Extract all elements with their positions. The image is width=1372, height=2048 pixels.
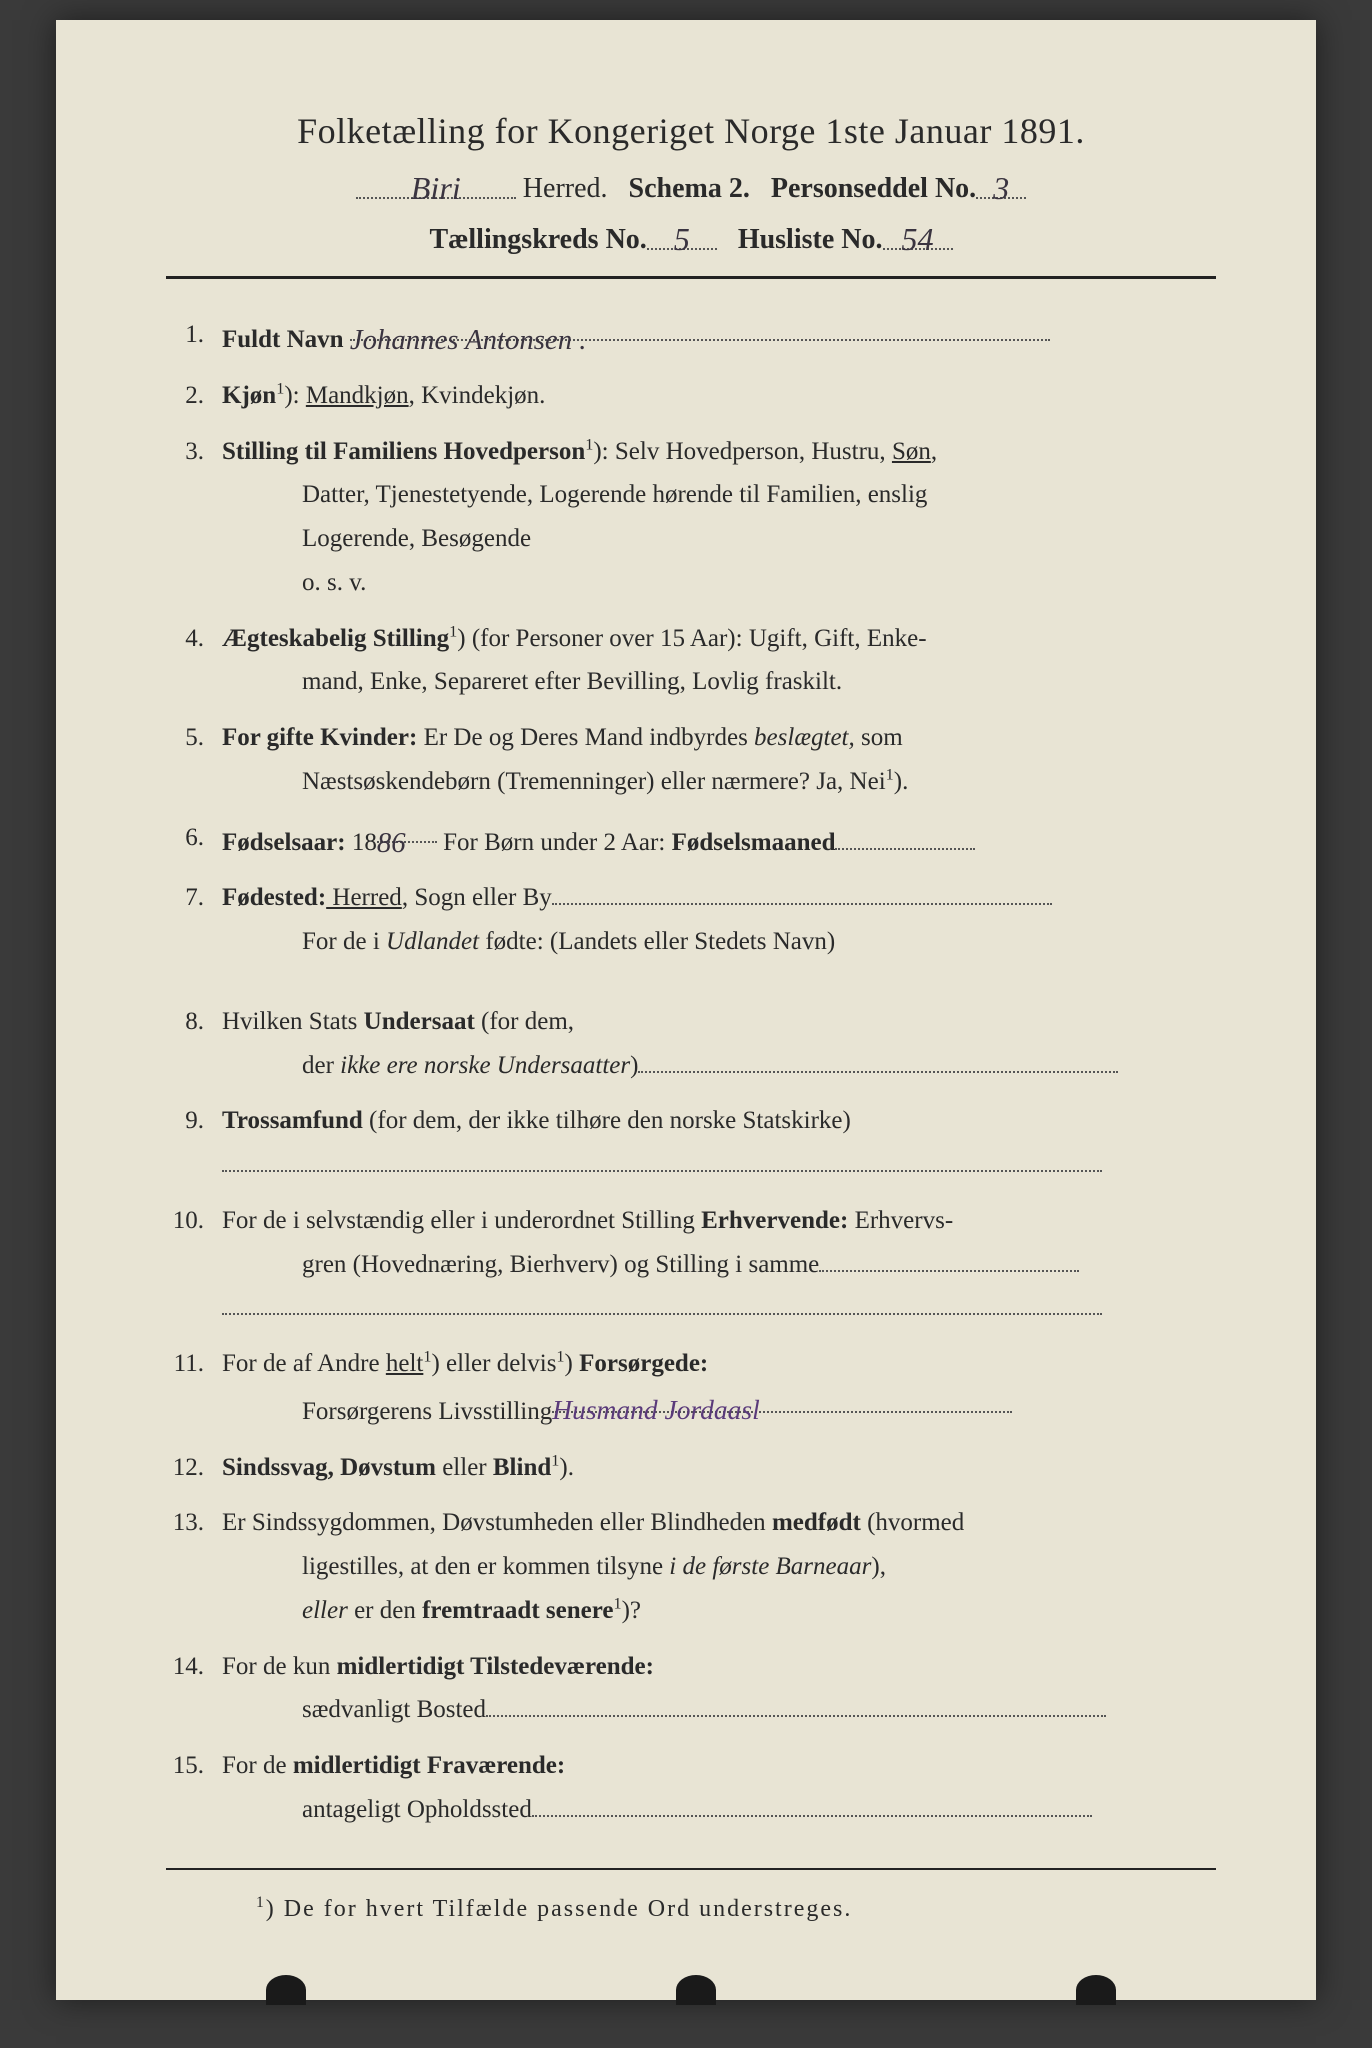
opt-son: Søn <box>892 438 931 465</box>
item-num: 2. <box>166 374 222 418</box>
item-num: 1. <box>166 313 222 362</box>
item-num: 12. <box>166 1446 222 1490</box>
opt-kvindekjon: Kvindekjøn. <box>421 382 545 409</box>
item-10: 10. For de i selvstændig eller i underor… <box>166 1199 1216 1330</box>
header-line-2: Biri Herred. Schema 2. Personseddel No. 3 <box>166 168 1216 205</box>
item-num: 6. <box>166 816 222 865</box>
item-8: 8. Hvilken Stats Undersaat (for dem, der… <box>166 1000 1216 1088</box>
label: For gifte Kvinder: <box>222 724 417 751</box>
kreds-label: Tællingskreds No. <box>429 224 646 255</box>
kreds-no: 5 <box>674 221 690 257</box>
schema-label: Schema 2. <box>629 173 750 204</box>
divider-top <box>166 276 1216 279</box>
year-value: 86 <box>377 827 406 859</box>
form-header: Folketælling for Kongeriget Norge 1ste J… <box>166 110 1216 256</box>
item-num: 3. <box>166 430 222 605</box>
item-6: 6. Fødselsaar: 1886 For Børn under 2 Aar… <box>166 816 1216 865</box>
item-4: 4. Ægteskabelig Stilling1) (for Personer… <box>166 617 1216 705</box>
page-tear <box>1076 1975 1116 2005</box>
label: Stilling til Familiens Hovedperson <box>222 438 585 465</box>
item-14: 14. For de kun midlertidigt Tilstedevære… <box>166 1645 1216 1733</box>
item-num: 13. <box>166 1501 222 1632</box>
personseddel-no: 3 <box>993 170 1009 206</box>
herred-value: Biri <box>411 170 461 206</box>
page-tear <box>676 1975 716 2005</box>
form-items: 1. Fuldt Navn Johannes Antonsen . 2. Kjø… <box>166 313 1216 1832</box>
item-num: 5. <box>166 716 222 804</box>
census-form-page: Folketælling for Kongeriget Norge 1ste J… <box>56 20 1316 2000</box>
husliste-label: Husliste No. <box>738 224 883 255</box>
item-num: 14. <box>166 1645 222 1733</box>
item-11: 11. For de af Andre helt1) eller delvis1… <box>166 1342 1216 1434</box>
item-num: 10. <box>166 1199 222 1330</box>
name-value: Johannes Antonsen . <box>350 324 587 356</box>
divider-bottom <box>166 1868 1216 1870</box>
item-2: 2. Kjøn1): Mandkjøn, Kvindekjøn. <box>166 374 1216 418</box>
personseddel-label: Personseddel No. <box>771 173 976 204</box>
item-num: 15. <box>166 1744 222 1832</box>
item-num: 9. <box>166 1099 222 1187</box>
item-9: 9. Trossamfund (for dem, der ikke tilhør… <box>166 1099 1216 1187</box>
item-num: 7. <box>166 876 222 964</box>
item-7: 7. Fødested: Herred, Sogn eller By For d… <box>166 876 1216 964</box>
header-line-3: Tællingskreds No. 5 Husliste No. 54 <box>166 219 1216 256</box>
item-1: 1. Fuldt Navn Johannes Antonsen . <box>166 313 1216 362</box>
form-title: Folketælling for Kongeriget Norge 1ste J… <box>166 110 1216 152</box>
opt-mandkjon: Mandkjøn <box>306 382 409 409</box>
item-5: 5. For gifte Kvinder: Er De og Deres Man… <box>166 716 1216 804</box>
item-13: 13. Er Sindssygdommen, Døvstumheden elle… <box>166 1501 1216 1632</box>
label: Kjøn <box>222 382 276 409</box>
item-num: 11. <box>166 1342 222 1434</box>
footnote: 1) De for hvert Tilfælde passende Ord un… <box>256 1894 1216 1923</box>
page-tear <box>266 1975 306 2005</box>
item-3: 3. Stilling til Familiens Hovedperson1):… <box>166 430 1216 605</box>
item-num: 8. <box>166 1000 222 1088</box>
husliste-no: 54 <box>901 221 933 257</box>
livsstilling-value: Husmand Jordaasl <box>552 1394 760 1425</box>
label: Ægteskabelig Stilling <box>222 625 449 652</box>
label: Fødested: <box>222 884 326 911</box>
label: Fødselsaar: <box>222 829 346 856</box>
item-15: 15. For de midlertidigt Fraværende: anta… <box>166 1744 1216 1832</box>
herred-label: Herred. <box>523 173 608 204</box>
item-12: 12. Sindssvag, Døvstum eller Blind1). <box>166 1446 1216 1490</box>
label: Fuldt Navn <box>222 326 344 353</box>
item-num: 4. <box>166 617 222 705</box>
